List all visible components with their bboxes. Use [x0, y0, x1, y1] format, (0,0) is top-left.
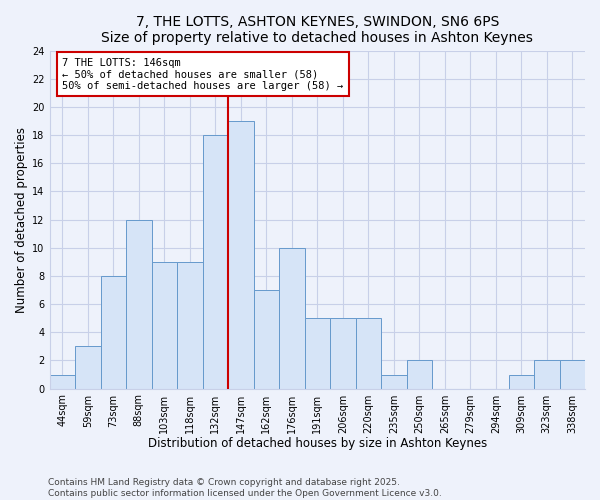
Bar	[203, 135, 228, 388]
Bar	[534, 360, 560, 388]
Bar	[50, 374, 75, 388]
Bar	[560, 360, 585, 388]
Bar	[356, 318, 381, 388]
Bar	[254, 290, 279, 388]
Bar	[228, 121, 254, 388]
Title: 7, THE LOTTS, ASHTON KEYNES, SWINDON, SN6 6PS
Size of property relative to detac: 7, THE LOTTS, ASHTON KEYNES, SWINDON, SN…	[101, 15, 533, 45]
Bar	[381, 374, 407, 388]
Bar	[75, 346, 101, 389]
X-axis label: Distribution of detached houses by size in Ashton Keynes: Distribution of detached houses by size …	[148, 437, 487, 450]
Bar	[509, 374, 534, 388]
Bar	[126, 220, 152, 388]
Text: 7 THE LOTTS: 146sqm
← 50% of detached houses are smaller (58)
50% of semi-detach: 7 THE LOTTS: 146sqm ← 50% of detached ho…	[62, 58, 344, 91]
Bar	[101, 276, 126, 388]
Bar	[330, 318, 356, 388]
Bar	[177, 262, 203, 388]
Text: Contains HM Land Registry data © Crown copyright and database right 2025.
Contai: Contains HM Land Registry data © Crown c…	[48, 478, 442, 498]
Bar	[152, 262, 177, 388]
Y-axis label: Number of detached properties: Number of detached properties	[15, 126, 28, 312]
Bar	[305, 318, 330, 388]
Bar	[279, 248, 305, 388]
Bar	[407, 360, 432, 388]
